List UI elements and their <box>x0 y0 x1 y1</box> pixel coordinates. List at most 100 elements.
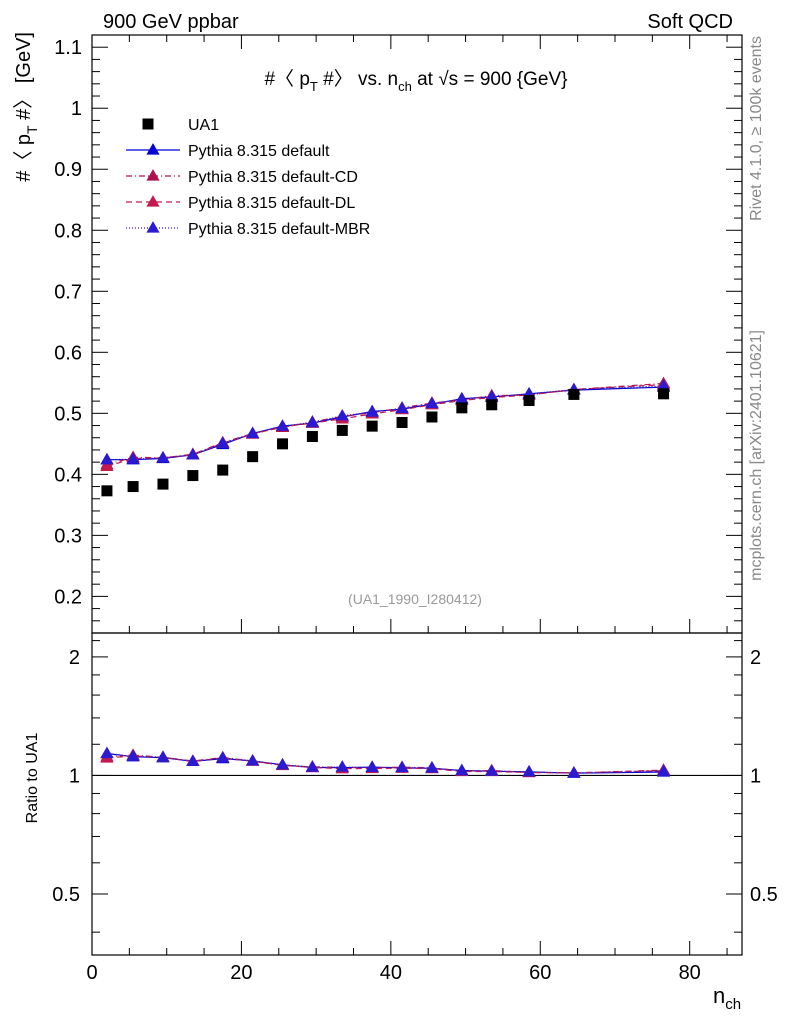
ua1-data-point <box>101 485 113 497</box>
x-tick-label: 20 <box>230 962 252 984</box>
y-axis-label: #〈 pT #〉 [GeV] <box>13 32 40 182</box>
series-4-point <box>335 408 349 421</box>
ratio-y-tick-label-right: 0.5 <box>750 884 778 906</box>
legend-label: Pythia 8.315 default <box>188 143 330 160</box>
series-4-ratio-point <box>186 754 200 767</box>
series-4-point <box>156 451 170 463</box>
series-4-point <box>455 392 469 404</box>
y-tick-label: 0.5 <box>54 403 82 425</box>
series-4-ratio-point <box>365 760 379 773</box>
series-4-ratio-point <box>335 760 349 772</box>
ratio-y-axis-label: Ratio to UA1 <box>24 733 41 824</box>
series-4-ratio-point <box>485 764 499 776</box>
y-tick-label: 0.6 <box>54 342 82 364</box>
series-4-ratio-point <box>395 760 409 773</box>
header-right: Soft QCD <box>647 11 733 33</box>
y-tick-label: 1.1 <box>54 37 82 59</box>
legend-label: Pythia 8.315 default-CD <box>188 169 358 186</box>
ua1-data-point <box>456 402 468 414</box>
legend-label: Pythia 8.315 default-MBR <box>188 221 370 238</box>
ua1-data-point <box>217 464 229 476</box>
series-4-point <box>656 379 671 391</box>
legend-entry: Pythia 8.315 default-MBR <box>126 221 370 238</box>
legend: UA1 Pythia 8.315 default Pythia 8.315 defa… <box>126 117 370 238</box>
legend-marker-triangle <box>146 169 160 181</box>
series-4-point <box>216 436 230 448</box>
y-tick-label: 0.8 <box>54 220 82 242</box>
legend-marker-square <box>142 118 154 130</box>
chart-title: #〈 pT #〉 vs. nch at √s = 900 {GeV} <box>264 68 567 94</box>
ratio-y-tick-label: 2 <box>69 647 80 669</box>
rivet-version-label: Rivet 4.1.0, ≥ 100k events <box>748 36 765 221</box>
x-tick-label: 60 <box>529 962 551 984</box>
ua1-data-point <box>658 388 670 400</box>
ratio-y-tick-label: 1 <box>69 765 80 787</box>
header-left: 900 GeV ppbar <box>103 11 239 33</box>
legend-entry: Pythia 8.315 default-DL <box>126 195 355 212</box>
ua1-data-point <box>277 438 289 450</box>
x-tick-label: 40 <box>380 962 402 984</box>
series-1-line <box>106 386 664 461</box>
series-4-line <box>106 385 664 461</box>
ua1-data-point <box>157 478 169 490</box>
series-4-ratio-point <box>216 751 230 763</box>
y-tick-label: 0.4 <box>54 464 82 486</box>
series-4-point <box>365 405 379 417</box>
ua1-data-point <box>187 470 199 482</box>
ua1-data-point <box>306 431 318 443</box>
x-tick-label: 0 <box>86 962 97 984</box>
ratio-plot-frame <box>91 632 743 956</box>
series-4-point <box>485 390 499 402</box>
series-4-ratio-point <box>126 749 140 761</box>
ratio-y-tick-label: 0.5 <box>52 884 80 906</box>
series-4-ratio-point <box>305 760 320 772</box>
legend-entry: Pythia 8.315 default <box>126 143 330 160</box>
series-4-point <box>186 448 200 460</box>
mcplots-credit-label: mcplots.cern.ch [arXiv:2401.10621] <box>748 330 765 581</box>
series-4-ratio-point <box>156 750 170 762</box>
legend-label: UA1 <box>188 117 219 134</box>
legend-marker-triangle <box>146 195 160 207</box>
series-4-point <box>425 396 439 409</box>
y-tick-label: 1 <box>71 98 82 120</box>
series-4-ratio-point <box>425 761 439 773</box>
legend-entry: Pythia 8.315 default-CD <box>126 169 358 186</box>
y-tick-label: 0.7 <box>54 281 82 303</box>
legend-marker-triangle <box>146 143 160 155</box>
ua1-data-point <box>366 420 378 432</box>
y-tick-label: 0.9 <box>54 159 82 181</box>
x-axis-label: nch <box>713 983 741 1013</box>
series-4-ratio-point <box>567 766 581 778</box>
legend-label: Pythia 8.315 default-DL <box>188 195 355 212</box>
legend-entry: UA1 <box>142 117 219 134</box>
ua1-data-point <box>336 424 348 436</box>
series-4-point <box>395 401 409 414</box>
ua1-data-point <box>127 481 139 493</box>
ua1-data-point <box>486 399 498 411</box>
series-4-ratio-point <box>275 757 290 770</box>
series-4-ratio-point <box>246 754 260 766</box>
series-4-point <box>246 426 260 439</box>
series-4-ratio-point <box>100 746 114 759</box>
series-3-point <box>100 459 114 472</box>
series-2-line <box>106 382 664 466</box>
ratio-y-tick-label-right: 2 <box>750 647 761 669</box>
y-tick-label: 0.3 <box>54 525 82 547</box>
series-4-ratio-point <box>455 763 469 776</box>
series-4-point <box>126 452 140 464</box>
series-4-point <box>275 419 290 431</box>
y-tick-label: 0.2 <box>54 586 82 608</box>
series-4-ratio-point <box>656 764 671 776</box>
ua1-data-point <box>247 451 259 463</box>
analysis-watermark: (UA1_1990_I280412) <box>348 591 482 607</box>
ua1-data-point <box>523 395 535 407</box>
series-4-point <box>100 452 114 465</box>
ua1-data-point <box>396 416 408 428</box>
x-tick-label: 80 <box>679 962 701 984</box>
ua1-data-point <box>568 388 580 400</box>
ua1-data-point <box>426 411 438 423</box>
legend-marker-triangle <box>146 221 160 233</box>
series-4-point <box>305 415 320 428</box>
series-4-ratio-point <box>522 765 536 777</box>
